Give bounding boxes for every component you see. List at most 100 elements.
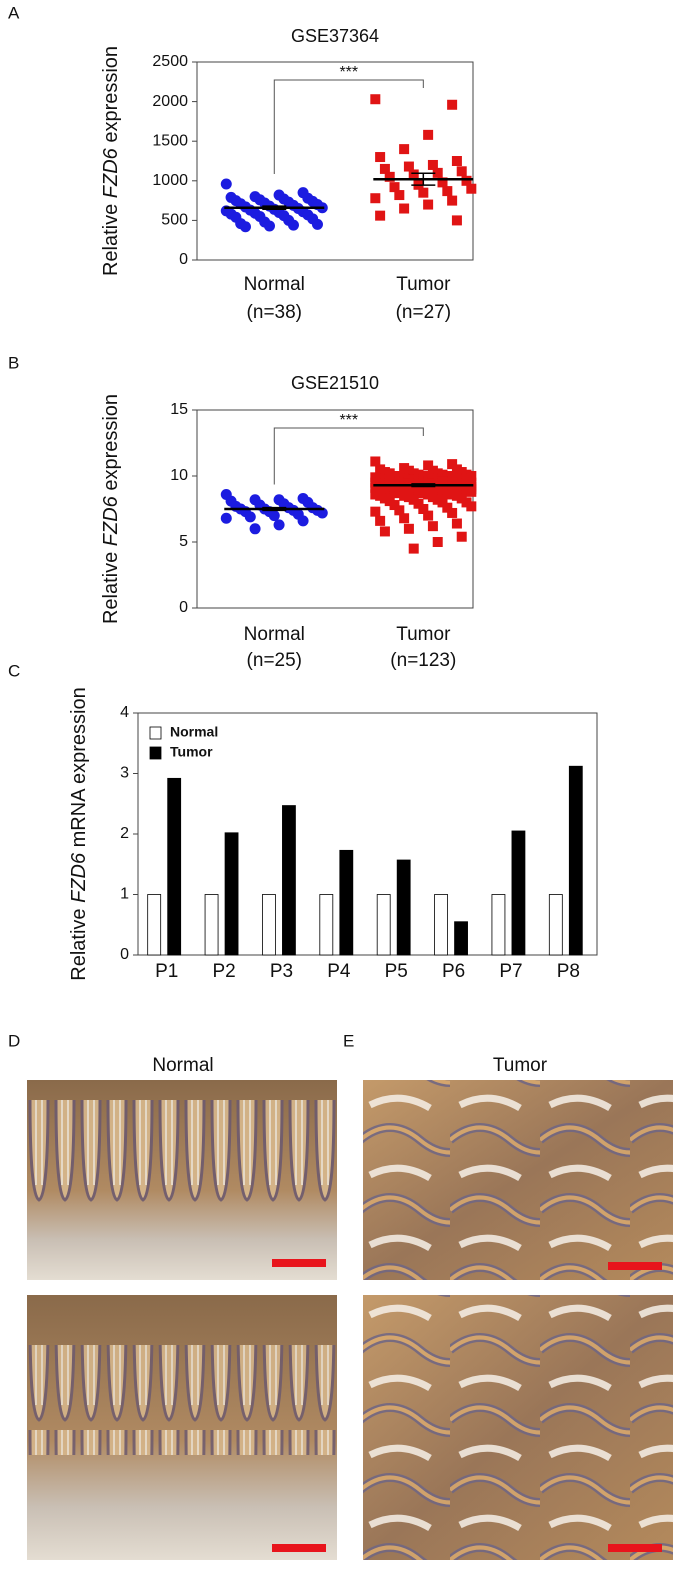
image-panels: D Normal E Tumor [8,1031,673,1560]
data-point [394,190,405,201]
x-tick-label: Tumor [396,624,451,645]
chart-title: GSE37364 [291,26,379,46]
y-axis-title-part: expression [100,394,122,496]
bar [339,849,354,956]
data-point [408,543,419,554]
y-tick-label: 0 [179,251,188,268]
bar [224,832,239,956]
data-point [399,513,410,524]
data-point [370,94,381,105]
data-point [437,476,448,487]
data-point [408,169,419,180]
bar [204,894,219,956]
histology-normal-1 [27,1080,337,1280]
data-point [389,500,400,511]
data-point [432,537,443,547]
data-point [423,460,434,471]
bar [167,777,182,956]
data-point [379,163,390,174]
legend-swatch [149,746,162,760]
bar [319,894,334,956]
panel-label: D [8,1031,20,1050]
data-point [423,199,434,210]
y-axis-title-part: FZD6 [68,852,90,903]
panel-title: Tumor [493,1055,548,1076]
data-point [418,187,429,198]
y-tick-label: 0 [179,599,188,616]
data-point [370,193,381,204]
data-point [389,182,400,193]
y-tick-label: 1500 [152,132,188,149]
y-axis-title-part: Relative [68,903,90,981]
y-axis-title-part: FZD6 [100,495,122,546]
data-point [394,505,405,516]
data-point [297,515,309,527]
y-axis-title-part: Relative [100,198,122,276]
x-tick-label: P1 [155,961,178,982]
error-bar [262,506,287,512]
bar [434,894,448,956]
data-point [384,471,395,481]
x-tick-label: Tumor [396,274,451,295]
data-point [442,502,453,513]
y-tick-label: 1000 [152,172,188,189]
panel-label: C [8,661,20,680]
y-tick-label: 500 [161,212,188,229]
data-point [447,459,458,470]
panel-label: E [343,1031,354,1050]
y-tick-label: 2 [120,825,129,842]
y-tick-label: 4 [120,704,129,721]
data-point [437,497,448,508]
data-point [447,99,458,110]
y-axis-title-part: expression [100,46,122,148]
panel-title: Normal [152,1055,213,1076]
error-bar [411,172,436,186]
data-point [466,501,477,512]
legend-label: Normal [170,724,218,740]
y-axis-title: Relative FZD6 expression [100,46,122,276]
y-tick-label: 0 [120,946,129,963]
data-point [461,473,472,484]
error-bar [411,483,436,488]
histology-tumor-1 [363,1080,673,1280]
x-tick-label: P7 [499,961,522,982]
bar [511,830,526,956]
bar [568,765,583,956]
data-point [418,504,429,514]
y-axis-title-part: FZD6 [100,147,122,198]
bar [396,859,411,956]
y-tick-label: 15 [170,401,188,418]
data-point [466,183,477,194]
significance-bracket [273,427,424,485]
data-point [451,518,462,529]
data-point [375,210,386,221]
y-axis-title: Relative FZD6 mRNA expression [68,687,90,980]
y-tick-label: 10 [170,467,188,484]
data-point [403,523,414,534]
significance-label: *** [339,412,358,429]
data-point [427,521,438,532]
data-point [466,484,477,495]
data-point [389,481,400,492]
data-point [456,166,467,177]
x-tick-sublabel: (n=38) [247,302,302,323]
data-point [427,159,438,170]
bar [282,805,296,956]
data-point [451,156,462,166]
bar [262,894,276,956]
data-point [437,177,448,188]
bar [454,921,468,956]
x-tick-label: P5 [385,961,408,982]
data-point [268,510,280,522]
data-point [287,219,299,231]
chart-title: GSE21510 [291,373,379,393]
y-tick-label: 3 [120,765,129,782]
data-point [375,515,386,526]
data-point [399,144,410,155]
data-point [447,507,458,518]
significance-bracket [273,79,424,174]
y-axis-title: Relative FZD6 expression [100,394,122,624]
panel-label: B [8,353,19,372]
data-point [423,129,434,140]
